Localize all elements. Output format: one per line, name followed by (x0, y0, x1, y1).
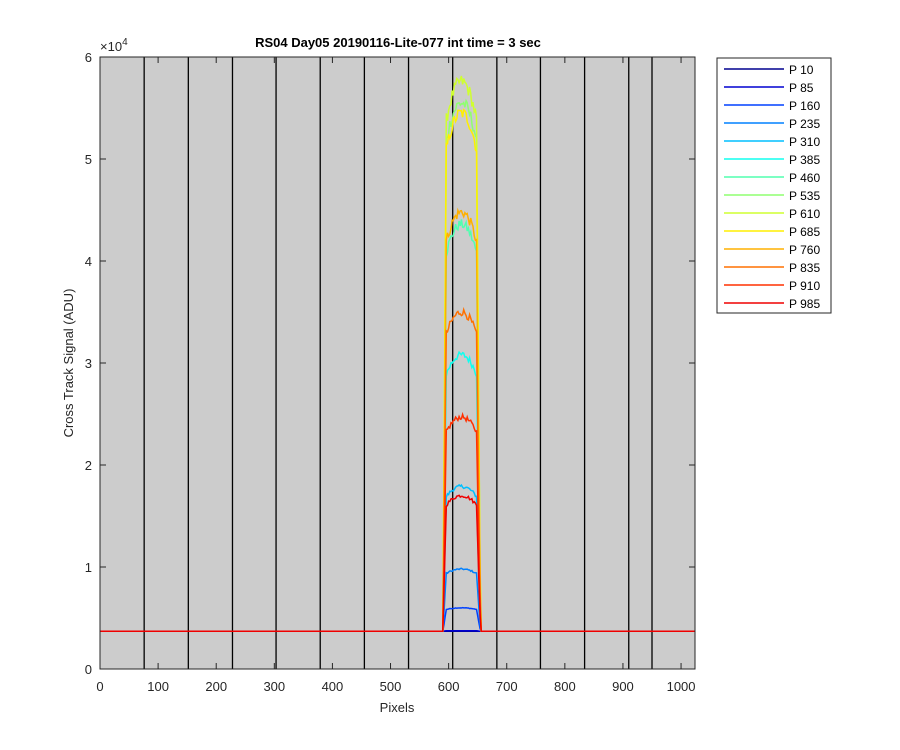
y-axis-ticks: 0 1 2 3 4 5 6 (85, 50, 695, 677)
x-tick-label: 400 (322, 679, 344, 694)
x-tick-label: 1000 (667, 679, 696, 694)
legend-box (716, 57, 832, 314)
legend-label: P 10 (789, 63, 814, 77)
y-axis-label: Cross Track Signal (ADU) (61, 289, 76, 438)
chart-title: RS04 Day05 20190116-Lite-077 int time = … (255, 35, 541, 50)
legend-label: P 85 (789, 81, 814, 95)
x-tick-label: 800 (554, 679, 576, 694)
x-tick-label: 700 (496, 679, 518, 694)
x-tick-label: 0 (96, 679, 103, 694)
series-lines (100, 75, 695, 633)
x-axis-ticks: 0 100 200 300 400 500 600 700 800 900 1000 (96, 57, 696, 694)
segment-dividers (143, 57, 653, 669)
x-axis-label: Pixels (380, 700, 415, 715)
x-tick-label: 300 (263, 679, 285, 694)
legend-label: P 460 (789, 171, 820, 185)
y-tick-label: 2 (85, 458, 92, 473)
legend-label: P 835 (789, 261, 820, 275)
x-tick-label: 200 (205, 679, 227, 694)
legend-label: P 685 (789, 225, 820, 239)
y-tick-label: 6 (85, 50, 92, 65)
x-tick-label: 900 (612, 679, 634, 694)
y-tick-label: 4 (85, 254, 92, 269)
legend-label: P 385 (789, 153, 820, 167)
y-tick-label: 0 (85, 662, 92, 677)
legend-label: P 235 (789, 117, 820, 131)
legend-label: P 910 (789, 279, 820, 293)
legend-label: P 985 (789, 297, 820, 311)
x-tick-label: 500 (380, 679, 402, 694)
y-tick-label: 5 (85, 152, 92, 167)
legend-label: P 610 (789, 207, 820, 221)
legend-label: P 160 (789, 99, 820, 113)
x-tick-label: 100 (147, 679, 169, 694)
y-tick-label: 1 (85, 560, 92, 575)
x-tick-label: 600 (438, 679, 460, 694)
legend: P 10 P 85 P 160 P 235 P 310 P 385 P 460 P 535 P … (716, 57, 832, 314)
legend-label: P 535 (789, 189, 820, 203)
series-line-p-985 (100, 494, 695, 633)
y-exponent-label: ×104 (100, 37, 128, 54)
plot-area (100, 57, 695, 669)
legend-label: P 310 (789, 135, 820, 149)
y-tick-label: 3 (85, 356, 92, 371)
legend-label: P 760 (789, 243, 820, 257)
